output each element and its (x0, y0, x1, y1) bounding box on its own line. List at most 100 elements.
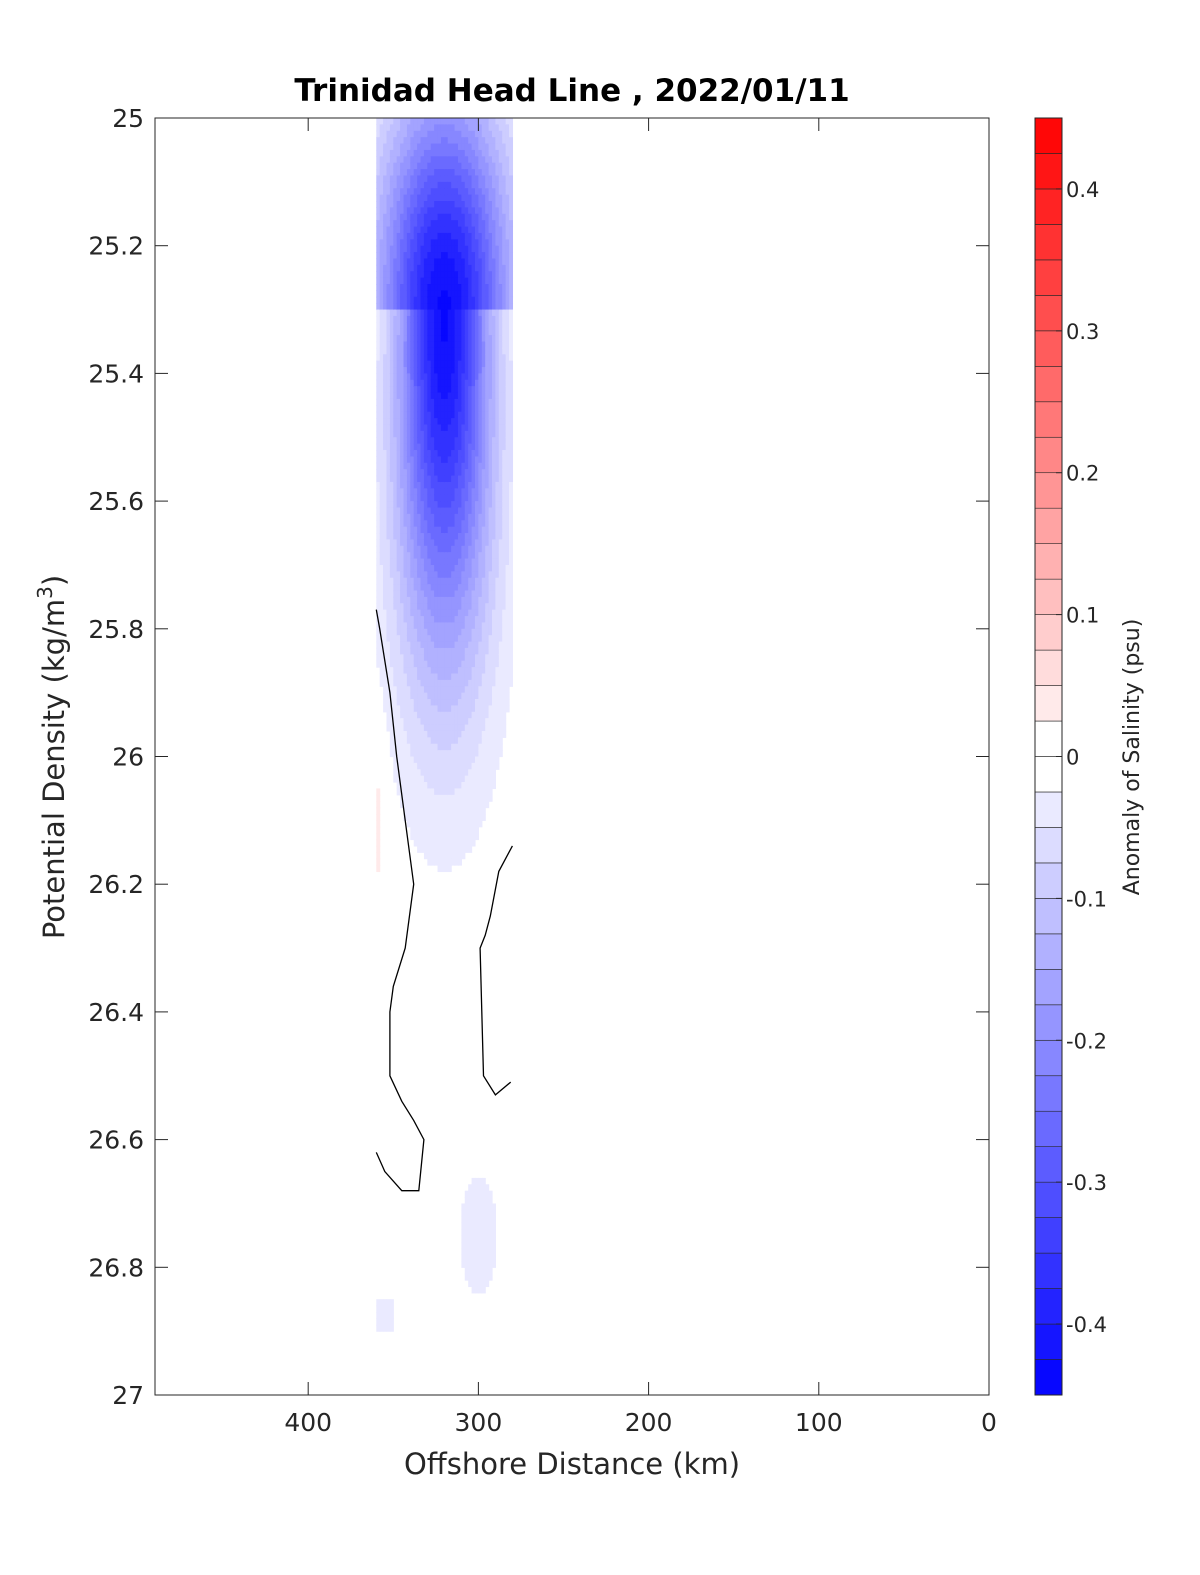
contour-cell (434, 520, 439, 528)
contour-cell (400, 705, 405, 713)
contour-cell (376, 501, 381, 509)
contour-cell (427, 679, 432, 687)
contour-cell (423, 220, 428, 228)
contour-cell (498, 628, 503, 636)
contour-cell (502, 284, 507, 291)
contour-cell (383, 118, 388, 125)
contour-cell (406, 226, 411, 234)
contour-cell (478, 552, 483, 560)
contour-cell (440, 699, 445, 707)
contour-cell (389, 1299, 394, 1307)
contour-cell (502, 443, 507, 451)
contour-cell (468, 526, 473, 534)
contour-cell (485, 1203, 490, 1211)
contour-cell (492, 335, 496, 343)
contour-cell (383, 271, 388, 279)
contour-cell (417, 686, 422, 694)
contour-cell (406, 411, 411, 419)
contour-cell (444, 392, 449, 400)
contour-cell (393, 647, 398, 655)
contour-cell (495, 226, 500, 234)
contour-cell (474, 1197, 479, 1205)
contour-cell (488, 398, 493, 406)
contour-cell (461, 609, 466, 617)
contour-cell (474, 354, 479, 362)
contour-cell (383, 616, 388, 624)
contour-cell (437, 290, 442, 298)
contour-cell (488, 654, 493, 662)
colorbar-segment (1034, 1110, 1063, 1147)
contour-cell (447, 762, 452, 770)
contour-cell (406, 813, 411, 821)
contour-cell (457, 220, 462, 228)
contour-cell (400, 137, 405, 145)
contour-cell (410, 328, 415, 336)
contour-cell (406, 367, 411, 374)
contour-cell (509, 130, 514, 138)
contour-cell (376, 430, 381, 438)
contour-cell (485, 513, 490, 521)
contour-cell (437, 584, 442, 592)
contour-cell (447, 335, 452, 343)
contour-cell (485, 699, 490, 707)
contour-cell (434, 647, 439, 655)
contour-cell (383, 264, 388, 272)
contour-cell (434, 169, 439, 177)
contour-cell (440, 481, 445, 489)
contour-cell (485, 322, 490, 330)
contour-cell (495, 354, 500, 362)
contour-cell (457, 437, 462, 445)
contour-cell (379, 398, 384, 406)
contour-cell (403, 277, 408, 285)
contour-cell (396, 149, 401, 157)
contour-cell (468, 284, 473, 291)
contour-cell (379, 513, 384, 521)
contour-cell (454, 788, 459, 796)
contour-cell (454, 162, 459, 170)
contour-cell (454, 239, 459, 247)
contour-cell (396, 207, 401, 215)
contour-cell (492, 232, 496, 240)
contour-cell (437, 545, 442, 553)
contour-cell (481, 596, 486, 604)
contour-cell (478, 232, 483, 240)
contour-cell (393, 590, 398, 598)
contour-cell (485, 718, 490, 726)
contour-cell (471, 1177, 476, 1185)
contour-cell (396, 743, 401, 751)
contour-cell (485, 520, 490, 528)
contour-cell (376, 852, 381, 860)
contour-cell (437, 833, 442, 841)
contour-cell (427, 405, 432, 413)
contour-cell (420, 686, 425, 694)
colorbar-segment (1034, 649, 1063, 686)
contour-cell (403, 443, 408, 451)
contour-cell (400, 290, 405, 298)
contour-cell (481, 181, 486, 189)
contour-cell (417, 596, 422, 604)
contour-cell (468, 507, 473, 515)
contour-cell (437, 232, 442, 240)
contour-cell (485, 1267, 490, 1275)
contour-cell (471, 309, 476, 317)
contour-cell (396, 137, 401, 145)
contour-cell (417, 386, 422, 394)
contour-cell (464, 162, 469, 170)
contour-cell (396, 386, 401, 394)
contour-cell (471, 392, 476, 400)
contour-cell (440, 737, 445, 745)
contour-cell (403, 616, 408, 624)
contour-cell (502, 603, 507, 611)
contour-cell (457, 315, 462, 323)
contour-cell (396, 571, 401, 579)
contour-cell (495, 130, 500, 138)
contour-cell (492, 1260, 496, 1268)
colorbar-segment (1034, 366, 1063, 403)
contour-cell (406, 507, 411, 515)
contour-cell (481, 207, 486, 215)
contour-cell (410, 481, 415, 489)
contour-cell (454, 762, 459, 770)
contour-cell (471, 450, 476, 458)
contour-cell (481, 801, 486, 809)
contour-cell (464, 1222, 469, 1230)
